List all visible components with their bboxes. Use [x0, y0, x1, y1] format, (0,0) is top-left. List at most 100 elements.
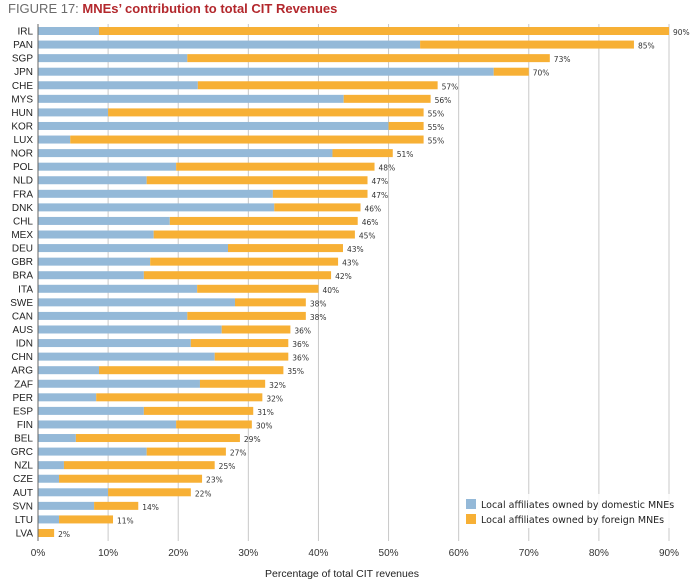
bar-domestic — [38, 162, 177, 171]
bar-domestic — [38, 27, 99, 35]
data-label: 43% — [342, 259, 359, 268]
category-label: IDN — [16, 339, 33, 350]
bar-foreign — [143, 271, 332, 280]
data-label: 85% — [638, 42, 655, 51]
bar-foreign — [420, 40, 634, 49]
data-label: 57% — [442, 82, 459, 91]
bar-foreign — [70, 135, 424, 144]
category-label: JPN — [14, 67, 33, 78]
data-label: 29% — [244, 435, 261, 444]
figure-number: FIGURE 17: — [8, 1, 83, 16]
category-label: SVN — [12, 501, 33, 512]
legend-label-domestic: Local affiliates owned by domestic MNEs — [481, 500, 674, 511]
data-label: 43% — [347, 245, 364, 254]
bar-domestic — [38, 176, 147, 185]
data-label: 32% — [269, 381, 286, 390]
value-labels: 90% 85% 73% 70% 57% 56% 55% 55% 55% 51%48% 47% 47% 4… — [58, 28, 690, 539]
bar-domestic — [38, 474, 60, 483]
data-label: 32% — [266, 394, 283, 403]
x-tick-label: 20% — [168, 548, 188, 559]
category-label: BEL — [14, 434, 33, 445]
bar-foreign — [187, 311, 306, 320]
bar-domestic — [38, 271, 144, 280]
data-label: 27% — [230, 449, 247, 458]
legend-label-foreign: Local affiliates owned by foreign MNEs — [481, 515, 664, 526]
bar-domestic — [38, 135, 71, 144]
data-label: 51% — [397, 150, 414, 159]
bar-foreign — [98, 27, 670, 35]
data-label: 38% — [310, 299, 327, 308]
category-label: NZL — [14, 461, 33, 472]
category-label: FRA — [13, 189, 33, 200]
category-label: NLD — [13, 176, 33, 187]
bar-foreign — [343, 94, 431, 103]
bar-foreign — [221, 325, 291, 334]
bar-domestic — [38, 108, 109, 117]
category-label: GBR — [11, 257, 33, 268]
bar-foreign — [493, 67, 529, 76]
legend-background — [462, 494, 672, 528]
bar-foreign — [59, 474, 203, 483]
category-label: CHN — [11, 352, 33, 363]
category-label: AUT — [13, 488, 33, 499]
bar-domestic — [38, 406, 144, 415]
category-label: BRA — [12, 271, 33, 282]
data-label: 90% — [673, 28, 690, 37]
category-label: ITA — [18, 284, 33, 295]
bar-foreign — [63, 461, 215, 470]
data-label: 45% — [359, 232, 376, 241]
category-labels: IRL PAN SGP JPN CHE MYS HUN KOR LUX NOR POL NLD FRA D… — [10, 27, 33, 540]
bar-domestic — [38, 244, 229, 253]
data-label: 46% — [365, 204, 382, 213]
category-label: HUN — [11, 108, 33, 119]
category-label: AUS — [12, 325, 33, 336]
bar-domestic — [38, 352, 215, 361]
bar-foreign — [274, 203, 361, 212]
data-label: 2% — [58, 530, 70, 539]
data-label: 36% — [294, 326, 311, 335]
x-tick-label: 10% — [98, 548, 118, 559]
data-label: 47% — [372, 177, 389, 186]
bar-domestic — [38, 284, 198, 293]
data-label: 11% — [117, 516, 134, 525]
bar-foreign — [169, 216, 358, 225]
category-label: MYS — [11, 94, 33, 105]
bar-foreign — [187, 54, 550, 63]
bar-domestic — [38, 339, 191, 348]
category-label: NOR — [11, 149, 33, 160]
legend: Local affiliates owned by domestic MNEs … — [462, 494, 674, 528]
bar-domestic — [38, 461, 64, 470]
data-label: 23% — [206, 476, 223, 485]
bar-foreign — [146, 447, 226, 456]
data-label: 70% — [533, 69, 550, 78]
category-label: CHL — [13, 216, 33, 227]
bar-domestic — [38, 94, 344, 103]
data-label: 30% — [256, 421, 273, 430]
data-label: 48% — [379, 164, 396, 173]
bar-domestic — [38, 379, 200, 388]
bar-foreign — [108, 108, 424, 117]
bar-foreign — [332, 149, 393, 158]
bar-foreign — [98, 366, 284, 375]
bar-foreign — [94, 501, 139, 510]
bar-domestic — [38, 366, 99, 375]
bar-foreign — [96, 393, 263, 402]
category-label: SGP — [12, 54, 33, 65]
category-label: CHE — [12, 81, 33, 92]
category-label: LUX — [14, 135, 34, 146]
bar-domestic — [38, 230, 154, 239]
bar-domestic — [38, 189, 273, 198]
x-tick-label: 60% — [449, 548, 469, 559]
data-label: 73% — [554, 55, 571, 64]
bar-domestic — [38, 420, 177, 429]
bar-domestic — [38, 81, 198, 90]
data-label: 22% — [195, 489, 212, 498]
data-label: 46% — [362, 218, 379, 227]
category-label: MEX — [11, 230, 33, 241]
data-label: 35% — [287, 367, 304, 376]
bar-domestic — [38, 434, 76, 443]
bar-domestic — [38, 257, 151, 266]
bar-domestic — [38, 393, 97, 402]
chart-title: MNEs’ contribution to total CIT Revenues — [82, 1, 338, 16]
